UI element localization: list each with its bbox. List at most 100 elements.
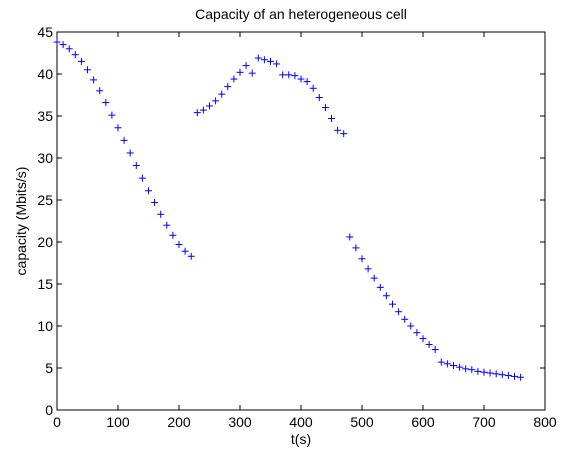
x-axis-label: t(s) <box>291 431 311 447</box>
x-tick-label: 0 <box>53 414 61 430</box>
data-point <box>59 41 67 49</box>
data-point <box>309 84 317 92</box>
data-point <box>151 199 159 207</box>
data-point <box>242 62 250 70</box>
data-point <box>437 358 445 366</box>
y-tick-label: 10 <box>37 318 53 334</box>
x-tick-label: 800 <box>533 414 557 430</box>
y-axis: 0 5 10 15 20 25 30 35 40 45 <box>37 24 545 418</box>
data-point <box>77 57 85 65</box>
data-series <box>53 38 525 381</box>
y-tick-label: 20 <box>37 234 53 250</box>
data-point <box>315 94 323 102</box>
data-point <box>517 373 525 381</box>
data-point <box>364 265 372 273</box>
data-point <box>328 115 335 123</box>
data-point <box>65 45 73 53</box>
data-point <box>126 149 134 157</box>
y-tick-label: 40 <box>37 66 53 82</box>
data-point <box>230 75 238 83</box>
x-tick-label: 600 <box>411 414 435 430</box>
data-point <box>395 308 403 316</box>
data-point <box>346 233 354 241</box>
y-tick-label: 30 <box>37 150 53 166</box>
y-tick-label: 0 <box>45 402 53 418</box>
data-point <box>157 210 165 218</box>
data-point <box>273 60 281 68</box>
data-point <box>456 363 464 371</box>
data-point <box>236 68 244 76</box>
data-point <box>199 106 207 114</box>
plot-area <box>56 31 546 411</box>
data-point <box>163 221 171 229</box>
data-point <box>248 69 256 77</box>
x-axis: 0 100 200 300 400 500 600 700 800 <box>53 32 557 430</box>
data-point <box>254 54 262 62</box>
data-point <box>71 51 79 59</box>
data-point <box>334 126 342 134</box>
data-point <box>108 111 116 119</box>
data-point <box>260 56 268 64</box>
data-point <box>450 361 457 369</box>
data-point <box>291 72 299 80</box>
chart-title: Capacity of an heterogeneous cell <box>195 6 407 22</box>
data-point <box>132 162 140 170</box>
data-point <box>462 365 470 373</box>
data-point <box>358 255 366 263</box>
data-point <box>193 109 201 117</box>
data-point <box>187 252 195 260</box>
data-point <box>389 300 396 308</box>
data-point <box>382 292 390 300</box>
data-point <box>413 329 421 337</box>
y-tick-label: 5 <box>45 360 53 376</box>
data-point <box>425 340 433 348</box>
data-point <box>504 372 512 380</box>
data-point <box>138 174 146 182</box>
data-point <box>492 370 500 378</box>
data-point <box>474 367 482 375</box>
data-point <box>84 66 91 74</box>
x-tick-label: 700 <box>472 414 496 430</box>
data-point <box>169 231 177 239</box>
data-point <box>340 130 348 138</box>
data-point <box>212 97 220 105</box>
data-point <box>181 247 189 255</box>
data-point <box>175 241 183 249</box>
data-point <box>145 187 152 195</box>
data-point <box>376 283 384 291</box>
data-point <box>486 369 494 377</box>
data-point <box>102 99 110 107</box>
y-tick-label: 25 <box>37 192 53 208</box>
data-point <box>419 335 427 343</box>
data-point <box>443 360 451 368</box>
data-point <box>96 87 104 95</box>
data-point <box>267 57 274 65</box>
data-point <box>120 136 128 144</box>
data-point <box>370 274 378 282</box>
data-point <box>407 322 415 330</box>
data-point <box>224 83 232 91</box>
y-tick-label: 35 <box>37 108 53 124</box>
y-tick-label: 45 <box>37 24 53 40</box>
data-point <box>401 315 409 323</box>
x-tick-label: 500 <box>350 414 374 430</box>
data-point <box>279 71 287 79</box>
x-tick-label: 400 <box>289 414 313 430</box>
data-point <box>321 104 329 112</box>
data-point <box>297 75 305 83</box>
data-point <box>303 78 311 86</box>
data-point <box>90 76 98 84</box>
x-tick-label: 200 <box>167 414 191 430</box>
data-point <box>352 244 360 252</box>
data-point <box>468 366 476 374</box>
y-axis-label: capacity (Mbits/s) <box>13 167 29 276</box>
data-point <box>53 38 61 46</box>
data-point <box>511 372 518 380</box>
data-point <box>114 124 122 132</box>
y-tick-label: 15 <box>37 276 53 292</box>
data-point <box>431 346 439 354</box>
data-point <box>218 90 226 98</box>
data-point <box>480 368 488 376</box>
data-point <box>206 102 213 110</box>
